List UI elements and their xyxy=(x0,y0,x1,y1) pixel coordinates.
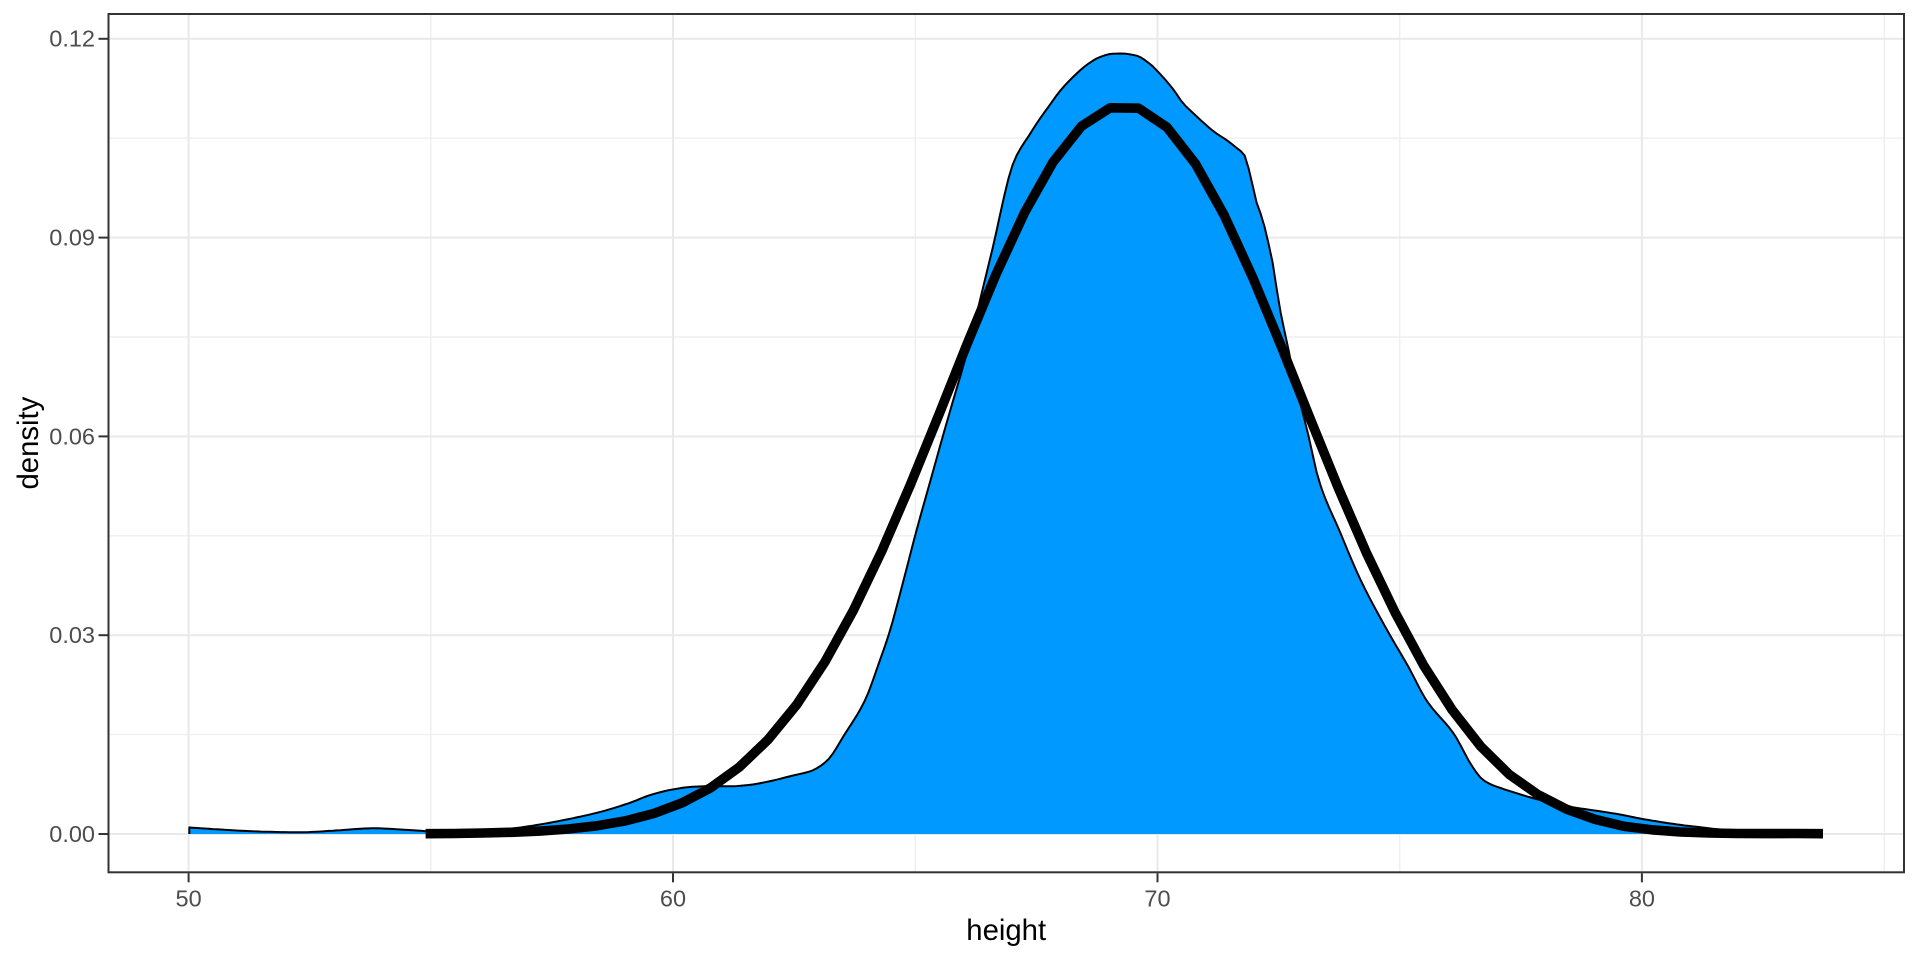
svg-text:0.03: 0.03 xyxy=(49,622,95,648)
svg-text:0.09: 0.09 xyxy=(49,225,95,251)
svg-text:0.00: 0.00 xyxy=(49,821,95,847)
svg-text:60: 60 xyxy=(660,885,686,911)
svg-text:0.06: 0.06 xyxy=(49,423,95,449)
svg-text:50: 50 xyxy=(176,885,202,911)
svg-text:density: density xyxy=(12,396,45,489)
svg-text:0.12: 0.12 xyxy=(49,26,95,52)
svg-text:80: 80 xyxy=(1629,885,1655,911)
svg-text:70: 70 xyxy=(1144,885,1170,911)
svg-text:height: height xyxy=(966,914,1046,947)
